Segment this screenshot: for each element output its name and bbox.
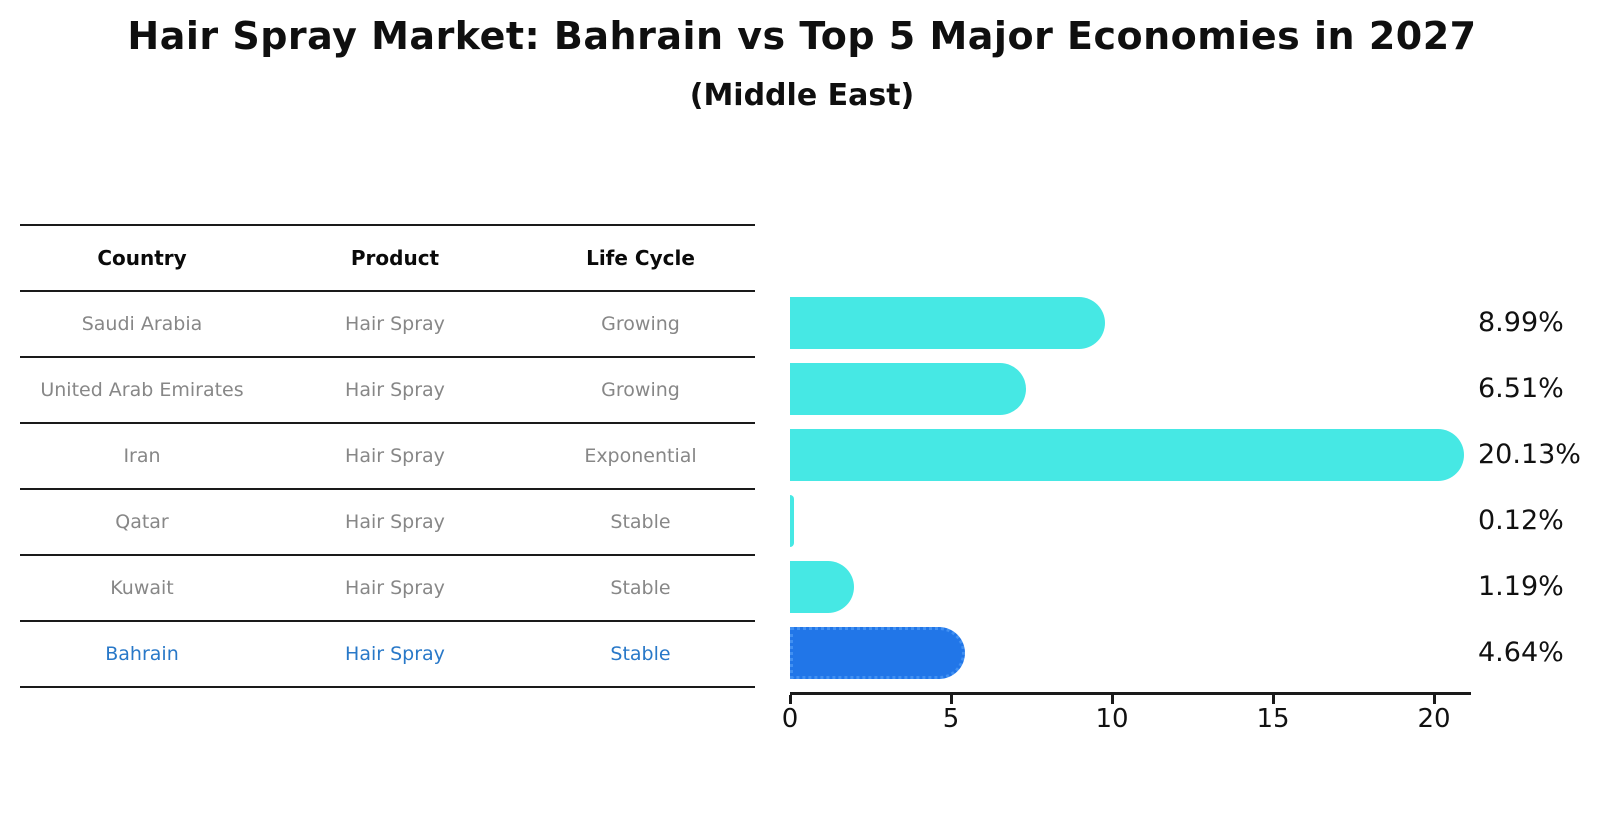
x-axis-tick-label: 0 bbox=[781, 704, 799, 734]
x-axis-tick-mark bbox=[950, 695, 953, 704]
bar-value-label: 8.99% bbox=[1478, 307, 1564, 338]
table-cell-product: Hair Spray bbox=[345, 511, 445, 533]
bar-value-label: 0.12% bbox=[1478, 505, 1564, 536]
country-table: Country Product Life Cycle Saudi Arabia … bbox=[20, 224, 755, 688]
table-cell-lifecycle: Stable bbox=[610, 643, 671, 665]
table-cell-country: Iran bbox=[123, 445, 161, 467]
column-header-product: Product bbox=[350, 246, 440, 270]
table-cell-lifecycle: Stable bbox=[610, 577, 671, 599]
bar-value-label: 20.13% bbox=[1478, 439, 1581, 470]
table-row: Kuwait Hair Spray Stable bbox=[20, 554, 755, 620]
bar bbox=[790, 495, 794, 547]
table-cell-country: Qatar bbox=[115, 511, 169, 533]
table-cell-product: Hair Spray bbox=[345, 379, 445, 401]
bar bbox=[790, 297, 1105, 349]
table-cell-country: Kuwait bbox=[110, 577, 174, 599]
chart-title: Hair Spray Market: Bahrain vs Top 5 Majo… bbox=[127, 14, 1477, 58]
table-cell-product: Hair Spray bbox=[345, 313, 445, 335]
table-row: Bahrain Hair Spray Stable bbox=[20, 620, 755, 686]
table-row: United Arab Emirates Hair Spray Growing bbox=[20, 356, 755, 422]
x-axis-tick-mark bbox=[1111, 695, 1114, 704]
table-cell-lifecycle: Growing bbox=[601, 313, 680, 335]
x-axis-line bbox=[790, 692, 1471, 695]
table-row: Iran Hair Spray Exponential bbox=[20, 422, 755, 488]
table-row: Qatar Hair Spray Stable bbox=[20, 488, 755, 554]
bar bbox=[790, 363, 1026, 415]
x-axis-tick-label: 15 bbox=[1256, 704, 1290, 734]
bar-value-label: 4.64% bbox=[1478, 637, 1564, 668]
table-body: Saudi Arabia Hair Spray Growing United A… bbox=[20, 290, 755, 686]
x-axis-tick-mark bbox=[1433, 695, 1436, 704]
table-cell-product: Hair Spray bbox=[345, 445, 445, 467]
column-header-country: Country bbox=[97, 246, 187, 270]
column-header-lifecycle: Life Cycle bbox=[586, 246, 695, 270]
table-header-row: Country Product Life Cycle bbox=[20, 224, 755, 290]
bar bbox=[790, 627, 965, 679]
table-cell-country: United Arab Emirates bbox=[40, 379, 244, 401]
bar bbox=[790, 561, 854, 613]
x-axis-tick-label: 20 bbox=[1417, 704, 1451, 734]
table-cell-country: Bahrain bbox=[105, 643, 179, 665]
x-axis-tick-mark bbox=[789, 695, 792, 704]
chart-subtitle: (Middle East) bbox=[689, 78, 915, 113]
bar bbox=[790, 429, 1464, 481]
x-axis-tick-label: 5 bbox=[942, 704, 960, 734]
bar-value-label: 1.19% bbox=[1478, 571, 1564, 602]
bar-value-label: 6.51% bbox=[1478, 373, 1564, 404]
table-cell-product: Hair Spray bbox=[345, 643, 445, 665]
x-axis-tick-label: 10 bbox=[1095, 704, 1129, 734]
table-cell-country: Saudi Arabia bbox=[81, 313, 203, 335]
table-cell-lifecycle: Growing bbox=[601, 379, 680, 401]
table-cell-lifecycle: Exponential bbox=[584, 445, 697, 467]
table-cell-product: Hair Spray bbox=[345, 577, 445, 599]
table-cell-lifecycle: Stable bbox=[610, 511, 671, 533]
x-axis-tick-mark bbox=[1272, 695, 1275, 704]
table-row: Saudi Arabia Hair Spray Growing bbox=[20, 290, 755, 356]
